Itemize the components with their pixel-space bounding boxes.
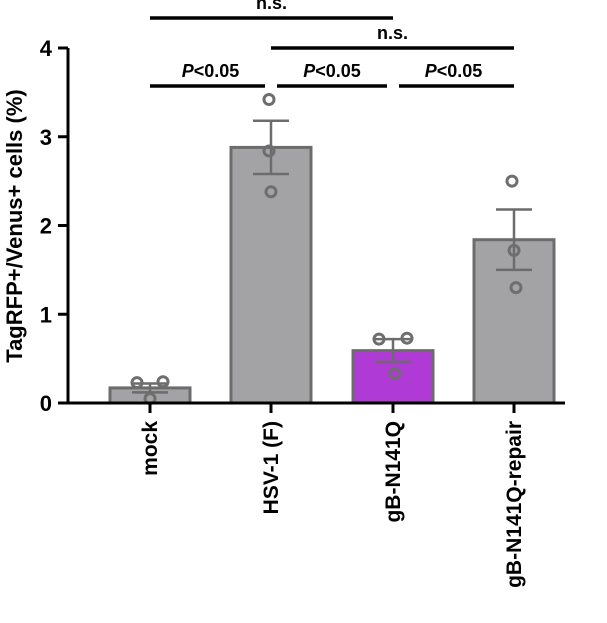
data-point-2-2 <box>388 367 402 381</box>
y-tick-label-4: 4 <box>40 36 53 61</box>
significance-label-4: n.s. <box>256 0 287 13</box>
data-point-1-0 <box>262 92 276 106</box>
significance-p-0: P <box>182 61 195 81</box>
significance-label-0: P<0.05 <box>182 61 240 81</box>
x-category-label-3: gB-N141Q-repair <box>503 421 526 588</box>
significance-value-0: <0.05 <box>194 61 240 81</box>
x-category-label-1: HSV-1 (F) <box>260 421 283 514</box>
data-point-0-0 <box>130 376 144 390</box>
y-tick-label-3: 3 <box>40 125 52 150</box>
data-point-2-0 <box>372 332 386 346</box>
significance-value-2: <0.05 <box>437 61 483 81</box>
bar-1 <box>229 145 313 405</box>
significance-value-1: <0.05 <box>315 61 361 81</box>
data-point-1-1 <box>262 144 276 158</box>
x-category-label-0: mock <box>139 421 162 476</box>
y-tick-label-2: 2 <box>40 214 52 239</box>
data-point-3-0 <box>505 174 519 188</box>
significance-label-3: n.s. <box>377 23 408 43</box>
x-category-label-2: gB-N141Q <box>382 421 405 523</box>
data-point-3-2 <box>509 281 523 295</box>
y-axis-title: TagRFP+/Venus+ cells (%) <box>2 89 27 362</box>
data-point-2-1 <box>400 331 414 345</box>
significance-label-1: P<0.05 <box>303 61 361 81</box>
significance-p-1: P <box>303 61 316 81</box>
significance-p-2: P <box>425 61 438 81</box>
y-tick-label-1: 1 <box>40 302 52 327</box>
y-tick-label-0: 0 <box>40 391 52 416</box>
data-point-1-2 <box>264 185 278 199</box>
data-point-3-1 <box>507 243 521 257</box>
significance-label-2: P<0.05 <box>425 61 483 81</box>
data-point-0-1 <box>156 375 170 389</box>
